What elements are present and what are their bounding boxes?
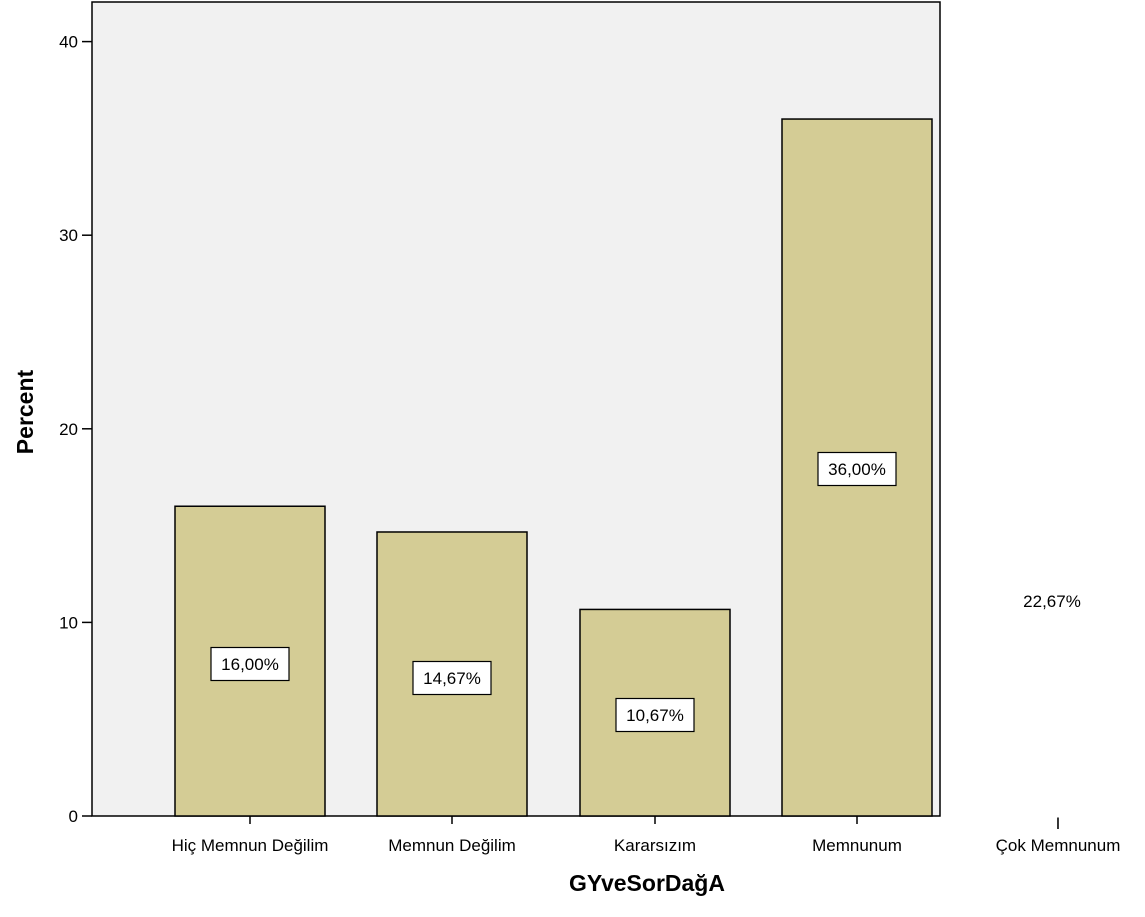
y-tick-label: 10	[59, 613, 78, 632]
bars-group	[174, 118, 933, 817]
data-label: 10,67%	[626, 706, 684, 725]
y-tick-label: 20	[59, 420, 78, 439]
data-label-box	[412, 660, 492, 696]
category-label: Memnun Değilim	[388, 836, 516, 855]
outside-data-label: 22,67%	[1023, 592, 1081, 611]
category-label: Memnunum	[812, 836, 902, 855]
data-label: 36,00%	[828, 460, 886, 479]
category-label: Kararsızım	[614, 836, 696, 855]
data-label-box	[210, 646, 290, 682]
data-label-box	[817, 451, 897, 487]
data-labels: 16,00% 14,67% 10,67% 36,00%	[210, 451, 897, 733]
y-axis-title: Percent	[12, 369, 38, 454]
y-tick-label: 30	[59, 226, 78, 245]
category-label: Hiç Memnun Değilim	[172, 836, 329, 855]
y-axis: 0 10 20 30 40	[59, 33, 92, 826]
category-labels: Hiç Memnun Değilim Memnun Değilim Kararsız…	[172, 816, 902, 855]
data-label: 14,67%	[423, 669, 481, 688]
y-tick-label: 40	[59, 33, 78, 52]
outside-category-label: Çok Memnunum	[996, 836, 1121, 855]
x-axis-title: GYveSorDağA	[569, 870, 725, 896]
y-tick-label: 0	[69, 807, 78, 826]
outside-tick-mark: I	[1056, 814, 1061, 833]
data-label: 16,00%	[221, 655, 279, 674]
data-label-box	[615, 697, 695, 733]
